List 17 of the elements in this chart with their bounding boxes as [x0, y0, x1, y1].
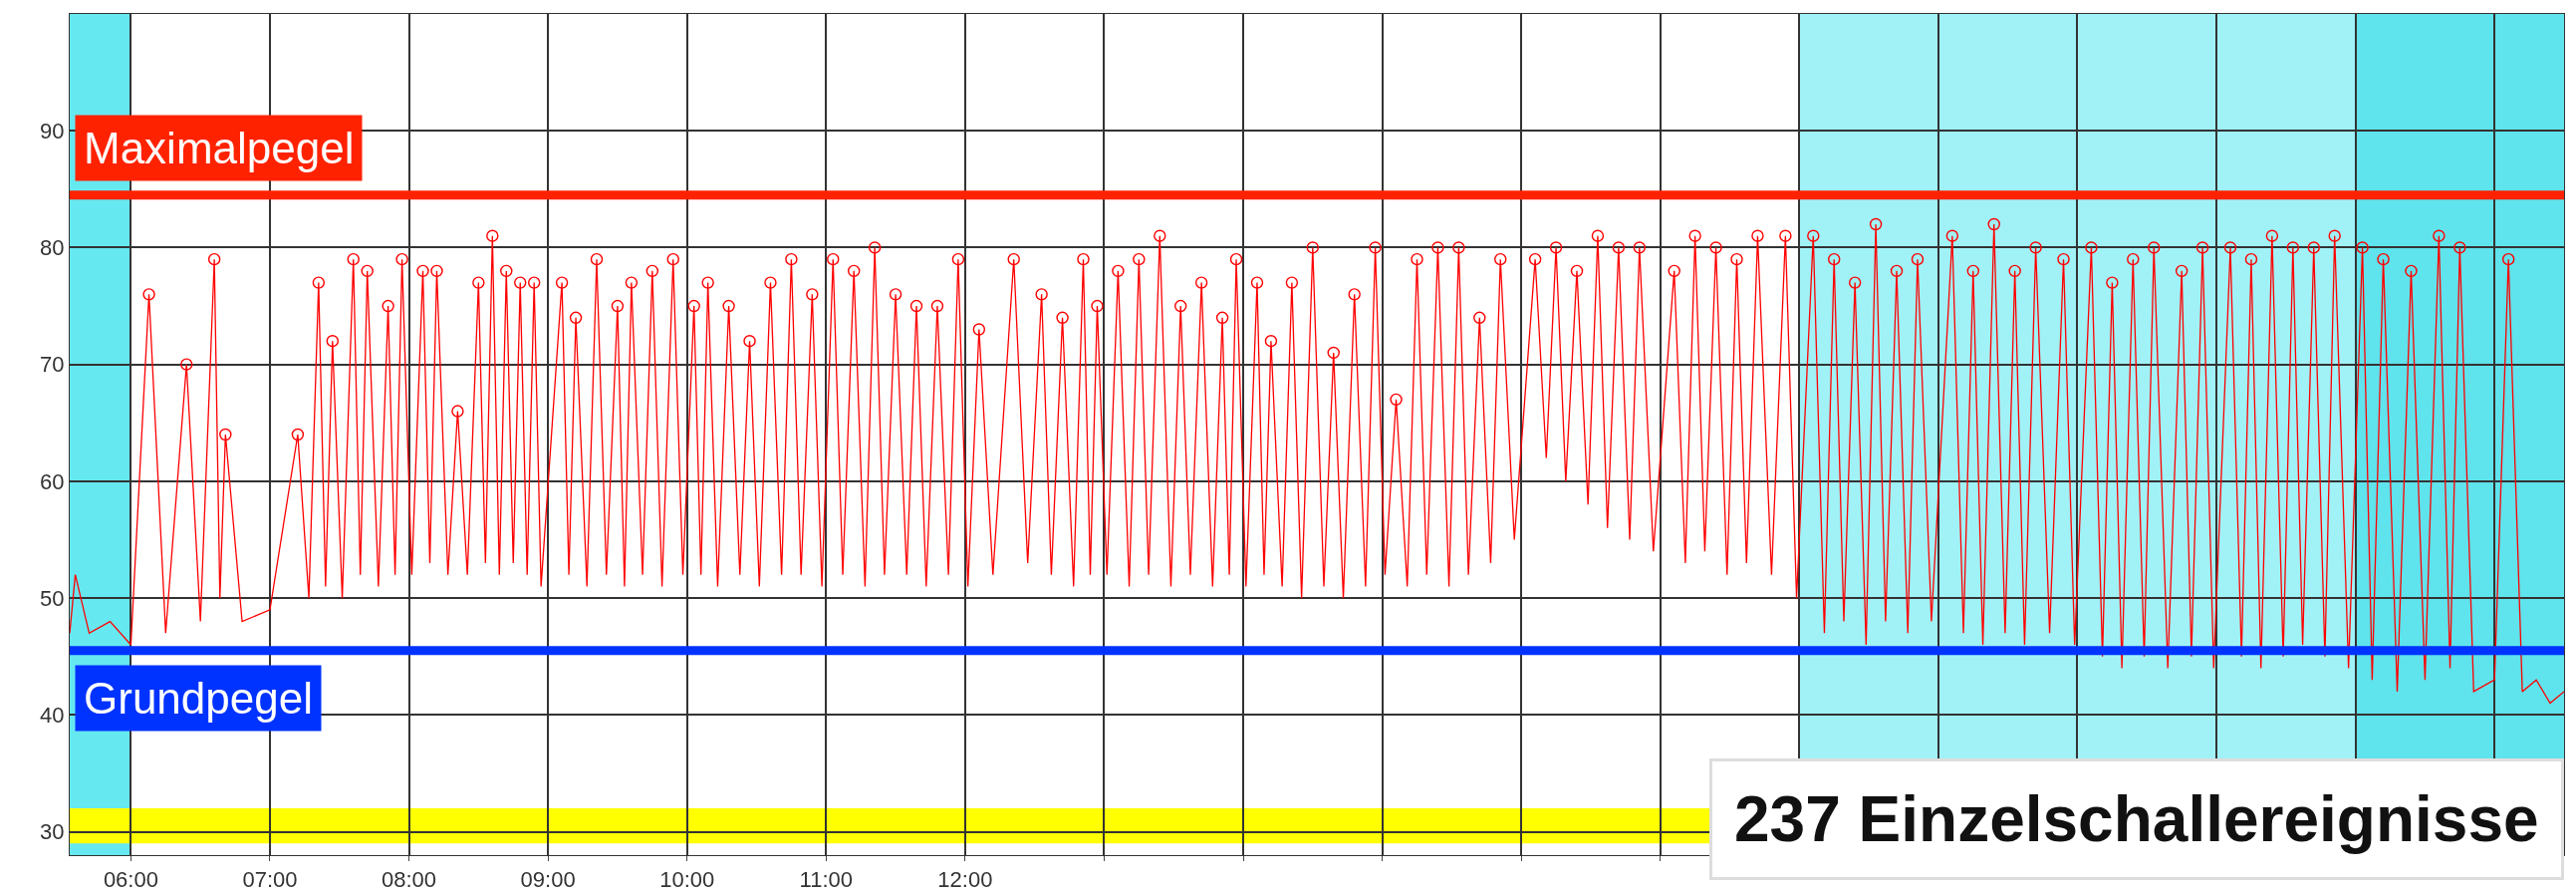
ref-line-label: Maximalpegel: [84, 124, 355, 172]
annotation: 237 Einzelschallereignisse: [1734, 783, 2539, 855]
y-tick-label: 50: [40, 585, 65, 611]
x-tick-label: 07:00: [242, 867, 298, 891]
x-tick-label: 09:00: [520, 867, 576, 891]
x-tick-label: 11:00: [799, 867, 854, 891]
x-tick-label: 12:00: [937, 867, 993, 891]
y-tick-label: 70: [40, 352, 65, 378]
y-tick-label: 80: [40, 235, 65, 261]
x-tick-label: 10:00: [659, 867, 715, 891]
y-tick-label: 90: [40, 118, 65, 144]
y-tick-label: 30: [40, 819, 65, 845]
y-tick-label: 40: [40, 703, 65, 729]
ref-line-label: Grundpegel: [84, 674, 313, 723]
y-tick-label: 60: [40, 468, 65, 494]
x-tick-label: 08:00: [382, 867, 437, 891]
x-tick-label: 06:00: [103, 867, 158, 891]
